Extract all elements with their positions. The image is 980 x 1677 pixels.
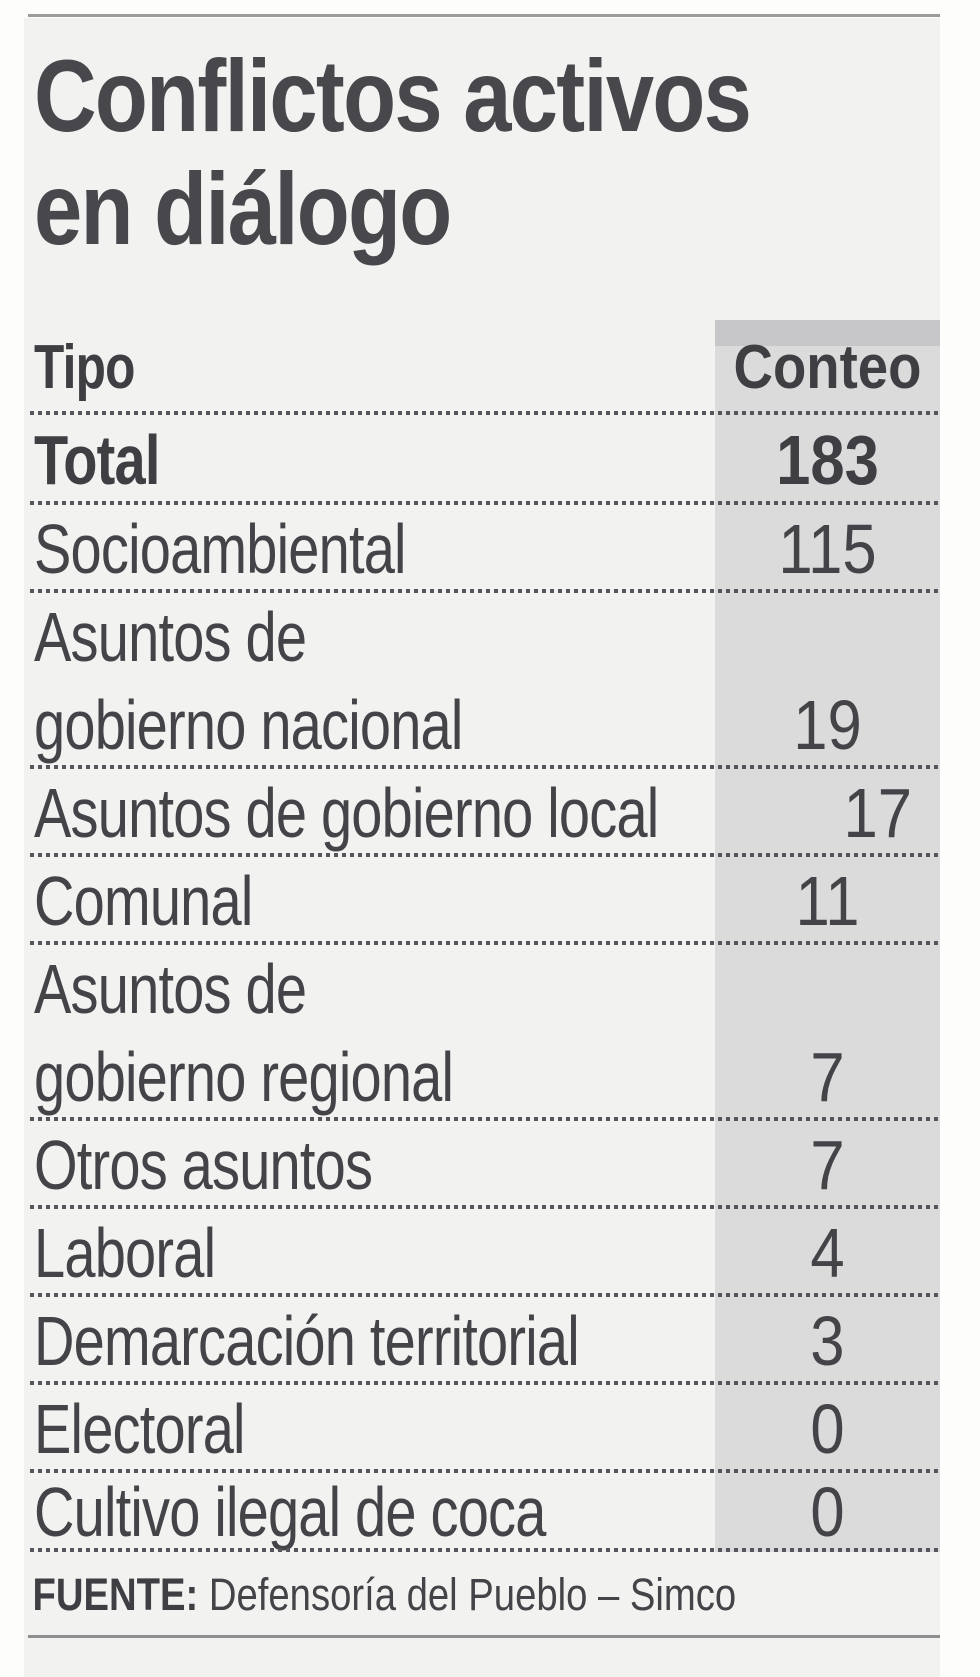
row-value: 183 (776, 421, 879, 499)
dotted-separator (30, 501, 940, 505)
table-row: Laboral 4 (24, 1209, 940, 1297)
table-header-row: Tipo Conteo (24, 320, 940, 415)
dotted-separator (30, 765, 940, 769)
row-label: Socioambiental (34, 510, 407, 588)
table-row: Demarcación territorial 3 (24, 1297, 940, 1385)
table-row: Asuntos de gobierno nacional 19 (24, 593, 940, 769)
row-value: 7 (810, 1126, 845, 1204)
count-column-header-cap (715, 320, 940, 346)
bottom-rule (28, 1635, 940, 1638)
row-label: Demarcación territorial (34, 1302, 580, 1380)
dotted-separator (30, 589, 940, 593)
table-row: Comunal 11 (24, 857, 940, 945)
dotted-separator (30, 1548, 940, 1552)
row-value: 11 (795, 862, 860, 940)
row-label: Comunal (34, 862, 253, 940)
dotted-separator (30, 411, 940, 415)
conflict-table: Tipo Conteo Total 183 Socioambiental 115 Asu… (24, 320, 940, 1552)
row-label: Asuntos de gobierno local (34, 774, 659, 852)
top-rule (28, 14, 940, 17)
source-label: FUENTE: (32, 1568, 199, 1620)
row-value: 7 (810, 1038, 845, 1116)
row-value: 115 (778, 510, 877, 588)
column-header-conteo: Conteo (733, 333, 922, 402)
source-line: FUENTE: Defensoría del Pueblo – Simco (24, 1552, 940, 1637)
row-label: Asuntos de gobierno regional (34, 950, 454, 1116)
row-value: 4 (810, 1214, 845, 1292)
table-row: Electoral 0 (24, 1385, 940, 1473)
table-row: Socioambiental 115 (24, 505, 940, 593)
row-value: 19 (793, 686, 862, 764)
table-row: Asuntos de gobierno local 17 (24, 769, 940, 857)
row-value: 0 (810, 1390, 845, 1468)
title-line-2: en diálogo (34, 152, 452, 266)
dotted-separator (30, 1205, 940, 1209)
dotted-separator (30, 853, 940, 857)
row-value: 17 (843, 774, 912, 852)
dotted-separator (30, 941, 940, 945)
dotted-separator (30, 1381, 940, 1385)
count-column-background (715, 320, 940, 1552)
row-label: Cultivo ilegal de coca (34, 1473, 546, 1551)
dotted-separator (30, 1117, 940, 1121)
row-label: Otros asuntos (34, 1126, 373, 1204)
dotted-separator (30, 1293, 940, 1297)
table-row: Otros asuntos 7 (24, 1121, 940, 1209)
row-value: 0 (810, 1473, 845, 1551)
row-label: Total (34, 421, 160, 499)
row-label: Laboral (34, 1214, 216, 1292)
table-row: Cultivo ilegal de coca 0 (24, 1473, 940, 1552)
row-label: Asuntos de gobierno nacional (34, 598, 463, 764)
row-label: Electoral (34, 1390, 245, 1468)
source-text: Defensoría del Pueblo – Simco (208, 1568, 737, 1620)
table-row: Total 183 (24, 415, 940, 505)
column-header-tipo: Tipo (34, 333, 135, 402)
dotted-separator (30, 1469, 940, 1473)
table-row: Asuntos de gobierno regional 7 (24, 945, 940, 1121)
title-line-1: Conflictos activos (34, 39, 752, 153)
page-title: Conflictos activos en diálogo (34, 40, 816, 266)
row-value: 3 (810, 1302, 845, 1380)
